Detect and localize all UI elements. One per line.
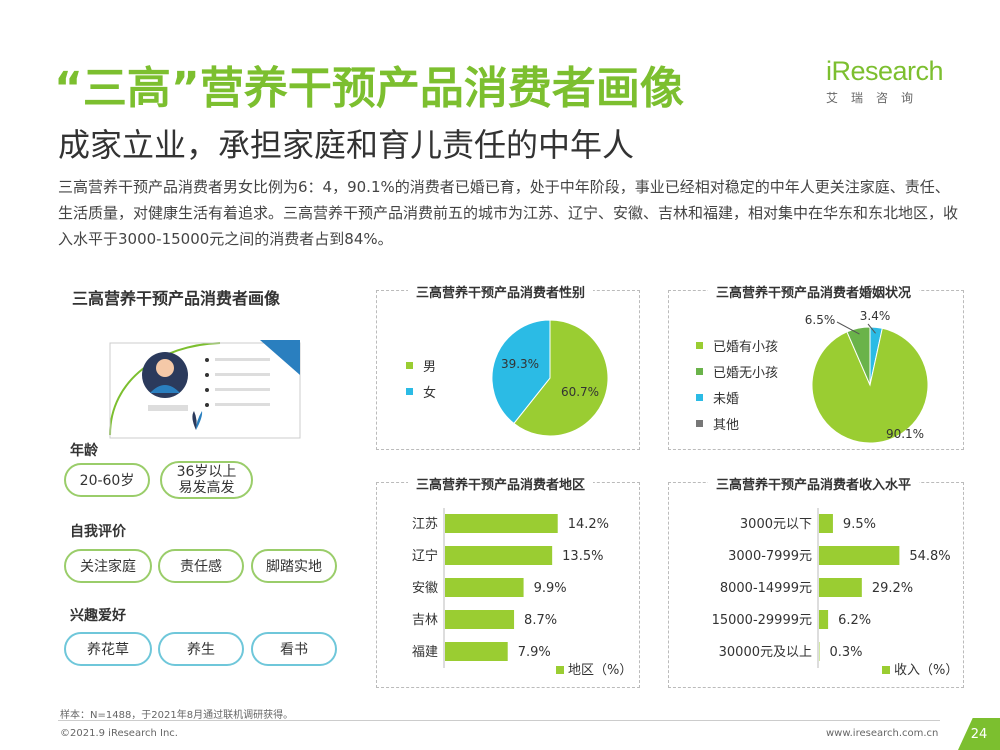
bar-3: [445, 610, 515, 629]
category-label-2: 8000-14999元: [720, 581, 812, 596]
page-subtitle: 成家立业，承担家庭和育儿责任的中年人: [58, 126, 635, 164]
tag-responsibility: 责任感: [158, 549, 244, 583]
legend-swatch-female: [406, 388, 413, 395]
value-label-2: 29.2%: [872, 581, 913, 596]
legend-female: 女: [406, 382, 436, 401]
income-chart-title: 三高营养干预产品消费者收入水平: [708, 474, 920, 493]
sample-note: 样本：N=1488，于2021年8月通过联机调研获得。: [60, 710, 294, 721]
region-bar-chart: 江苏 14.2% 辽宁 13.5% 安徽 9.9% 吉林 8.7% 福建 7.9% 地区（%）: [412, 508, 632, 678]
tag-family: 关注家庭: [64, 549, 152, 583]
value-label-1: 54.8%: [909, 549, 950, 564]
tag-health: 养生: [158, 632, 244, 666]
legend-male: 男: [406, 356, 436, 375]
value-label-4: 7.9%: [518, 645, 551, 660]
tag-plants: 养花草: [64, 632, 152, 666]
category-label-3: 吉林: [412, 613, 438, 628]
gender-chart-title: 三高营养干预产品消费者性别: [408, 282, 594, 301]
age-label: 年龄: [70, 443, 98, 459]
profile-title: 三高营养干预产品消费者画像: [72, 289, 281, 308]
bar-2: [445, 578, 524, 597]
marriage-chart-title: 三高营养干预产品消费者婚姻状况: [708, 282, 920, 301]
pie-label-1: 6.5%: [805, 313, 836, 327]
bar-2: [819, 578, 862, 597]
legend-swatch: [882, 666, 890, 674]
marriage-pie-chart: 90.1% 6.5% 3.4%: [805, 309, 929, 444]
category-label-1: 3000-7999元: [728, 549, 812, 564]
legend-swatch-single: [696, 394, 703, 401]
card-corner: [260, 340, 300, 375]
legend-swatch-married-nochild: [696, 368, 703, 375]
description-text: 三高营养干预产品消费者男女比例为6：4，90.1%的消费者已婚已育，处于中年阶段…: [58, 178, 959, 248]
card-outline: [109, 342, 301, 439]
category-label-0: 江苏: [412, 516, 438, 532]
legend-label: 收入（%）: [894, 663, 958, 678]
logo-main-text: iResearch: [826, 56, 944, 86]
bar-4: [445, 642, 508, 661]
legend-swatch-other: [696, 420, 703, 427]
pie-slice-0: [811, 327, 929, 444]
bar-3: [819, 610, 829, 629]
legend-swatch-married-child: [696, 342, 703, 349]
tag-reading: 看书: [251, 632, 337, 666]
value-label-0: 9.5%: [843, 517, 876, 532]
hobby-label: 兴趣爱好: [70, 608, 126, 624]
iresearch-logo: iResearch 艾瑞咨询: [826, 56, 956, 116]
bar-0: [445, 514, 558, 533]
gender-pie-chart: 60.7% 39.3%: [491, 319, 609, 437]
bar-1: [819, 546, 900, 565]
pie-label-0: 60.7%: [561, 385, 599, 399]
leader-line-2: [867, 323, 876, 334]
category-label-4: 福建: [412, 645, 438, 660]
category-label-3: 15000-29999元: [712, 613, 812, 628]
pie-label-0: 90.1%: [886, 427, 924, 441]
leader-line-1: [836, 321, 860, 335]
plant-icon: [192, 411, 197, 430]
legend-single: 未婚: [696, 388, 739, 407]
pie-label-2: 3.4%: [860, 309, 891, 323]
legend-other: 其他: [696, 414, 739, 433]
website-url: www.iresearch.com.cn: [826, 728, 939, 739]
value-label-3: 8.7%: [524, 613, 557, 628]
category-label-0: 3000元以下: [740, 517, 812, 532]
legend-swatch: [556, 666, 564, 674]
income-bar-chart: 3000元以下 9.5% 3000-7999元 54.8% 8000-14999元 29.…: [712, 508, 958, 678]
category-label-2: 安徽: [412, 581, 438, 596]
profile-card-illustration: [109, 340, 301, 439]
pie-slice-1: [491, 319, 551, 425]
value-label-0: 14.2%: [568, 517, 609, 532]
value-label-2: 9.9%: [534, 581, 567, 596]
bar-1: [445, 546, 553, 565]
tag-age-risk: 36岁以上 易发高发: [160, 461, 253, 499]
tag-down-to-earth: 脚踏实地: [251, 549, 337, 583]
category-label-4: 30000元及以上: [719, 645, 812, 660]
page-number: 24: [958, 718, 1000, 750]
pie-slice-0: [513, 319, 609, 437]
tag-age-range: 20-60岁: [64, 463, 150, 497]
copyright: ©2021.9 iResearch Inc.: [60, 728, 178, 739]
value-label-3: 6.2%: [838, 613, 871, 628]
bar-0: [819, 514, 833, 533]
page-title: “三高”营养干预产品消费者画像: [54, 63, 684, 114]
legend-married-child: 已婚有小孩: [696, 336, 778, 355]
pie-label-1: 39.3%: [501, 357, 539, 371]
category-label-1: 辽宁: [412, 548, 438, 564]
legend-married-nochild: 已婚无小孩: [696, 362, 778, 381]
region-chart-title: 三高营养干预产品消费者地区: [408, 474, 594, 493]
arc-line: [109, 342, 221, 436]
self-eval-label: 自我评价: [70, 524, 126, 540]
footer-divider: [58, 720, 940, 721]
logo-sub-text: 艾瑞咨询: [826, 91, 927, 105]
legend-label: 地区（%）: [568, 663, 632, 678]
legend-swatch-male: [406, 362, 413, 369]
value-label-4: 0.3%: [829, 645, 862, 660]
value-label-1: 13.5%: [562, 549, 603, 564]
